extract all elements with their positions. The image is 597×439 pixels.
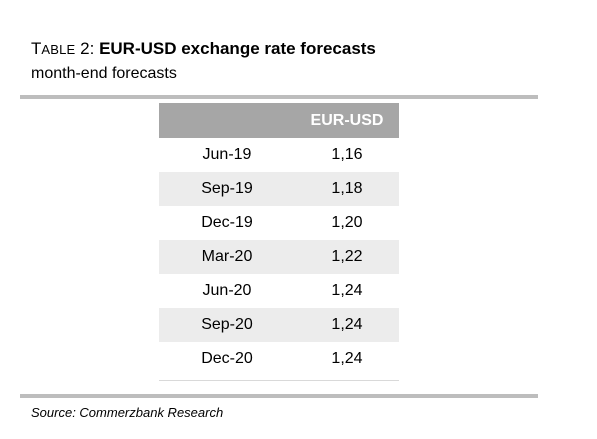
period-cell: Dec-19 (201, 214, 253, 231)
table-subtitle: month-end forecasts (31, 65, 177, 82)
title-prefix-small: ABLE (41, 42, 76, 57)
title-text: EUR-USD exchange rate forecasts (99, 39, 376, 58)
period-cell: Jun-19 (202, 146, 252, 163)
source-note: Source: Commerzbank Research (31, 405, 224, 420)
rate-cell: 1,24 (331, 316, 363, 333)
period-cell: Jun-20 (202, 282, 252, 299)
rate-cell: 1,16 (331, 146, 363, 163)
forecast-table: EUR-USD Jun-19 1,16 Sep-19 1,18 Dec-19 1… (159, 103, 399, 381)
rate-cell: 1,20 (331, 214, 363, 231)
table-row: Jun-19 1,16 (159, 138, 399, 172)
table-title: TABLE 2: EUR-USD exchange rate forecasts (31, 38, 376, 61)
header-cell-period (159, 103, 295, 138)
table-row: Dec-19 1,20 (159, 206, 399, 240)
rate-cell: 1,24 (331, 350, 363, 367)
table-bottom-border (159, 380, 399, 381)
bottom-rule (20, 394, 538, 398)
table-header-row: EUR-USD (159, 103, 399, 138)
rate-cell: 1,18 (331, 180, 363, 197)
period-cell: Dec-20 (201, 350, 253, 367)
table-row: Mar-20 1,22 (159, 240, 399, 274)
table-row: Sep-20 1,24 (159, 308, 399, 342)
title-prefix-big: T (31, 39, 42, 58)
period-cell: Sep-20 (201, 316, 253, 333)
header-cell-eur-usd: EUR-USD (310, 112, 384, 129)
table-row: Jun-20 1,24 (159, 274, 399, 308)
rate-cell: 1,24 (331, 282, 363, 299)
table-row: Sep-19 1,18 (159, 172, 399, 206)
rate-cell: 1,22 (331, 248, 363, 265)
table-row: Dec-20 1,24 (159, 342, 399, 376)
period-cell: Mar-20 (201, 248, 253, 265)
period-cell: Sep-19 (201, 180, 253, 197)
title-number: 2: (75, 39, 100, 58)
top-rule (20, 95, 538, 99)
